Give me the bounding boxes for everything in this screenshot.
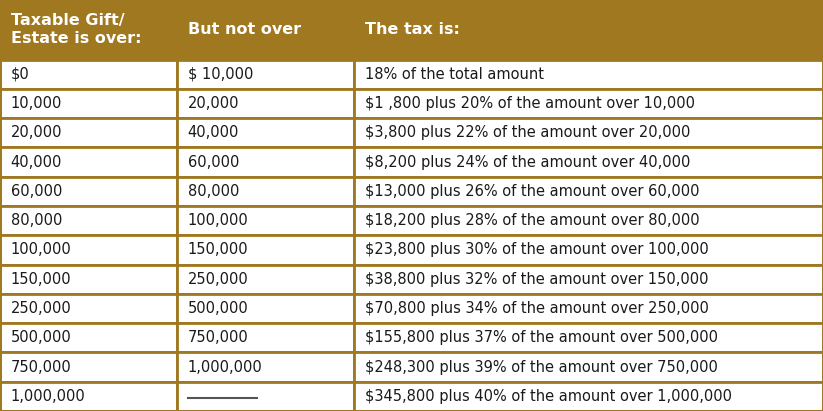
FancyBboxPatch shape: [177, 265, 354, 294]
Text: $155,800 plus 37% of the amount over 500,000: $155,800 plus 37% of the amount over 500…: [365, 330, 718, 345]
Text: $ 10,000: $ 10,000: [188, 67, 253, 82]
Text: 20,000: 20,000: [188, 96, 239, 111]
Text: 1,000,000: 1,000,000: [188, 360, 263, 374]
Text: 500,000: 500,000: [11, 330, 72, 345]
FancyBboxPatch shape: [0, 89, 177, 118]
FancyBboxPatch shape: [354, 89, 823, 118]
FancyBboxPatch shape: [0, 148, 177, 177]
Text: $345,800 plus 40% of the amount over 1,000,000: $345,800 plus 40% of the amount over 1,0…: [365, 389, 732, 404]
FancyBboxPatch shape: [0, 382, 177, 411]
Text: 250,000: 250,000: [11, 301, 72, 316]
Text: $0: $0: [11, 67, 30, 82]
FancyBboxPatch shape: [354, 294, 823, 323]
Text: $18,200 plus 28% of the amount over 80,000: $18,200 plus 28% of the amount over 80,0…: [365, 213, 700, 228]
Text: 150,000: 150,000: [11, 272, 72, 287]
FancyBboxPatch shape: [0, 235, 177, 265]
FancyBboxPatch shape: [0, 206, 177, 235]
FancyBboxPatch shape: [0, 177, 177, 206]
FancyBboxPatch shape: [177, 235, 354, 265]
Text: $70,800 plus 34% of the amount over 250,000: $70,800 plus 34% of the amount over 250,…: [365, 301, 709, 316]
Text: 18% of the total amount: 18% of the total amount: [365, 67, 543, 82]
FancyBboxPatch shape: [0, 352, 177, 382]
FancyBboxPatch shape: [177, 148, 354, 177]
Text: $1 ,800 plus 20% of the amount over 10,000: $1 ,800 plus 20% of the amount over 10,0…: [365, 96, 695, 111]
Text: $38,800 plus 32% of the amount over 150,000: $38,800 plus 32% of the amount over 150,…: [365, 272, 708, 287]
Text: 60,000: 60,000: [188, 155, 239, 170]
Text: 100,000: 100,000: [188, 213, 249, 228]
Text: 750,000: 750,000: [11, 360, 72, 374]
FancyBboxPatch shape: [177, 177, 354, 206]
FancyBboxPatch shape: [177, 206, 354, 235]
FancyBboxPatch shape: [354, 235, 823, 265]
FancyBboxPatch shape: [177, 118, 354, 148]
FancyBboxPatch shape: [354, 265, 823, 294]
FancyBboxPatch shape: [354, 206, 823, 235]
FancyBboxPatch shape: [177, 89, 354, 118]
FancyBboxPatch shape: [354, 177, 823, 206]
Text: The tax is:: The tax is:: [365, 22, 459, 37]
FancyBboxPatch shape: [354, 323, 823, 352]
Text: $13,000 plus 26% of the amount over 60,000: $13,000 plus 26% of the amount over 60,0…: [365, 184, 699, 199]
Text: 100,000: 100,000: [11, 242, 72, 257]
Text: 80,000: 80,000: [188, 184, 239, 199]
FancyBboxPatch shape: [177, 294, 354, 323]
FancyBboxPatch shape: [0, 60, 177, 89]
FancyBboxPatch shape: [177, 352, 354, 382]
Text: 80,000: 80,000: [11, 213, 62, 228]
Text: $248,300 plus 39% of the amount over 750,000: $248,300 plus 39% of the amount over 750…: [365, 360, 718, 374]
Text: $8,200 plus 24% of the amount over 40,000: $8,200 plus 24% of the amount over 40,00…: [365, 155, 690, 170]
FancyBboxPatch shape: [354, 118, 823, 148]
FancyBboxPatch shape: [177, 0, 354, 60]
Text: 150,000: 150,000: [188, 242, 249, 257]
Text: $3,800 plus 22% of the amount over 20,000: $3,800 plus 22% of the amount over 20,00…: [365, 125, 690, 140]
Text: 20,000: 20,000: [11, 125, 63, 140]
Text: 500,000: 500,000: [188, 301, 249, 316]
FancyBboxPatch shape: [0, 294, 177, 323]
FancyBboxPatch shape: [0, 0, 177, 60]
Text: Taxable Gift/
Estate is over:: Taxable Gift/ Estate is over:: [11, 13, 142, 46]
Text: 40,000: 40,000: [11, 155, 62, 170]
Text: $23,800 plus 30% of the amount over 100,000: $23,800 plus 30% of the amount over 100,…: [365, 242, 709, 257]
FancyBboxPatch shape: [354, 382, 823, 411]
Text: 250,000: 250,000: [188, 272, 249, 287]
FancyBboxPatch shape: [354, 352, 823, 382]
FancyBboxPatch shape: [177, 60, 354, 89]
Text: But not over: But not over: [188, 22, 300, 37]
FancyBboxPatch shape: [177, 323, 354, 352]
FancyBboxPatch shape: [0, 265, 177, 294]
FancyBboxPatch shape: [354, 148, 823, 177]
FancyBboxPatch shape: [354, 60, 823, 89]
Text: 60,000: 60,000: [11, 184, 62, 199]
Text: 10,000: 10,000: [11, 96, 62, 111]
FancyBboxPatch shape: [354, 0, 823, 60]
Text: 1,000,000: 1,000,000: [11, 389, 86, 404]
FancyBboxPatch shape: [177, 382, 354, 411]
FancyBboxPatch shape: [0, 118, 177, 148]
Text: 40,000: 40,000: [188, 125, 239, 140]
FancyBboxPatch shape: [0, 323, 177, 352]
Text: 750,000: 750,000: [188, 330, 249, 345]
